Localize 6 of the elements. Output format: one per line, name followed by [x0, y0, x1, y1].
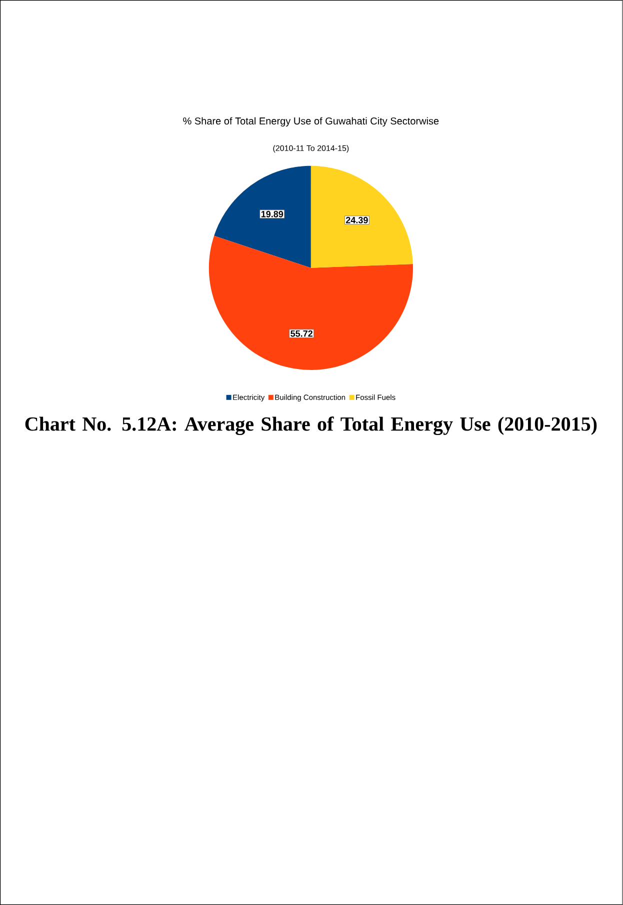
data-label: 19.89 — [262, 210, 284, 218]
data-label: 24.39 — [346, 216, 368, 224]
chart-title: % Share of Total Energy Use of Guwahati City Sectorwise — [183, 117, 439, 127]
data-label: 55.72 — [290, 330, 313, 337]
text: Chart No. 5.12A: Average Share of Total Energy Use (2010-2015) — [25, 416, 597, 436]
chart-subtitle: (2010-11 To 2014-15) — [273, 145, 349, 153]
